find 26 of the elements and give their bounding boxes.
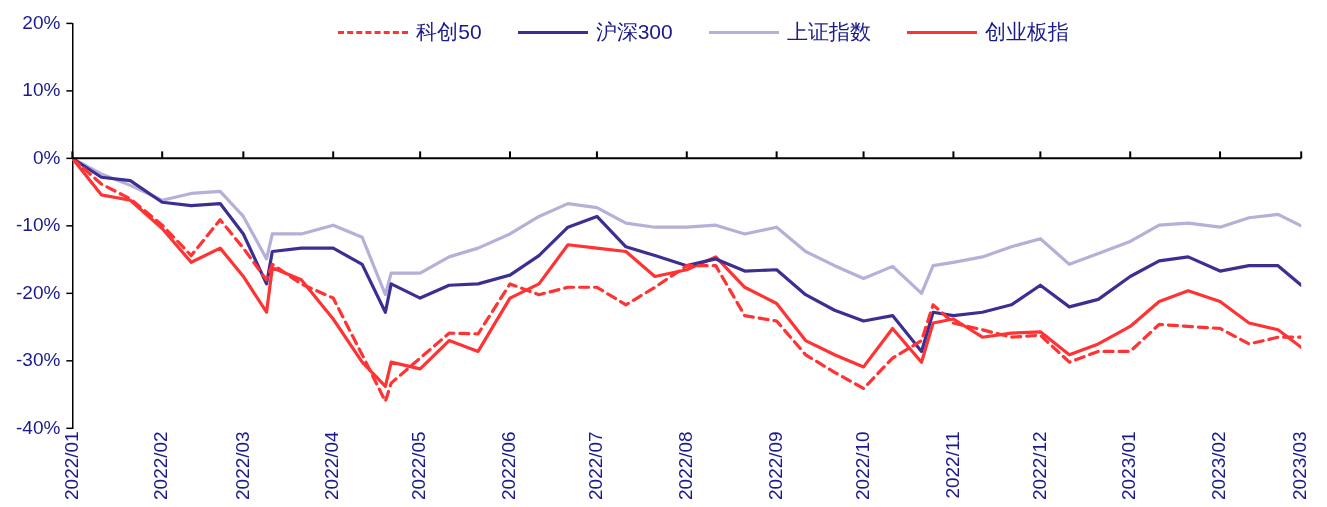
legend-label: 上证指数 [786, 19, 871, 45]
y-tick-label: -40% [16, 416, 61, 438]
legend-label: 科创50 [416, 19, 482, 45]
x-tick-label: 2023/02 [1208, 431, 1230, 501]
x-tick-label: 2022/07 [585, 431, 607, 501]
x-tick-label: 2022/02 [150, 431, 172, 501]
y-tick-label: 0% [32, 146, 61, 168]
x-tick-label: 2022/12 [1028, 431, 1050, 501]
x-tick-label: 2022/06 [498, 431, 520, 501]
y-tick-label: -10% [16, 214, 61, 236]
x-tick-label: 2023/01 [1118, 431, 1140, 501]
x-tick-label: 2023/03 [1289, 431, 1311, 501]
x-tick-label: 2022/03 [231, 431, 253, 501]
y-tick-label: -30% [16, 349, 61, 371]
x-tick-label: 2022/05 [408, 431, 430, 501]
x-tick-label: 2022/01 [60, 431, 82, 501]
y-tick-label: -20% [16, 281, 61, 303]
y-tick-label: 10% [22, 79, 61, 101]
x-tick-label: 2022/09 [764, 431, 786, 501]
x-tick-label: 2022/08 [675, 431, 697, 501]
x-tick-label: 2022/11 [941, 431, 963, 499]
y-tick-label: 20% [22, 11, 61, 33]
legend-label: 创业板指 [984, 19, 1069, 45]
x-tick-label: 2022/10 [851, 431, 873, 501]
x-tick-label: 2022/04 [321, 430, 343, 501]
legend-label: 沪深300 [595, 19, 673, 45]
